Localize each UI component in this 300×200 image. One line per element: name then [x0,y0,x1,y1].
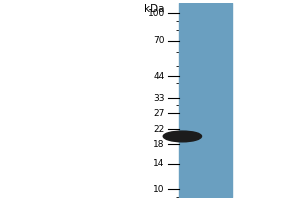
Text: 44: 44 [154,72,165,81]
Text: 14: 14 [153,159,165,168]
Text: 33: 33 [153,94,165,103]
Text: 70: 70 [153,36,165,45]
Ellipse shape [169,133,196,140]
Ellipse shape [175,134,190,139]
Ellipse shape [163,131,202,142]
Text: 22: 22 [154,125,165,134]
Text: 100: 100 [148,9,165,18]
Text: 10: 10 [153,185,165,194]
Text: 18: 18 [153,140,165,149]
Text: kDa: kDa [144,4,165,14]
Text: 27: 27 [153,109,165,118]
